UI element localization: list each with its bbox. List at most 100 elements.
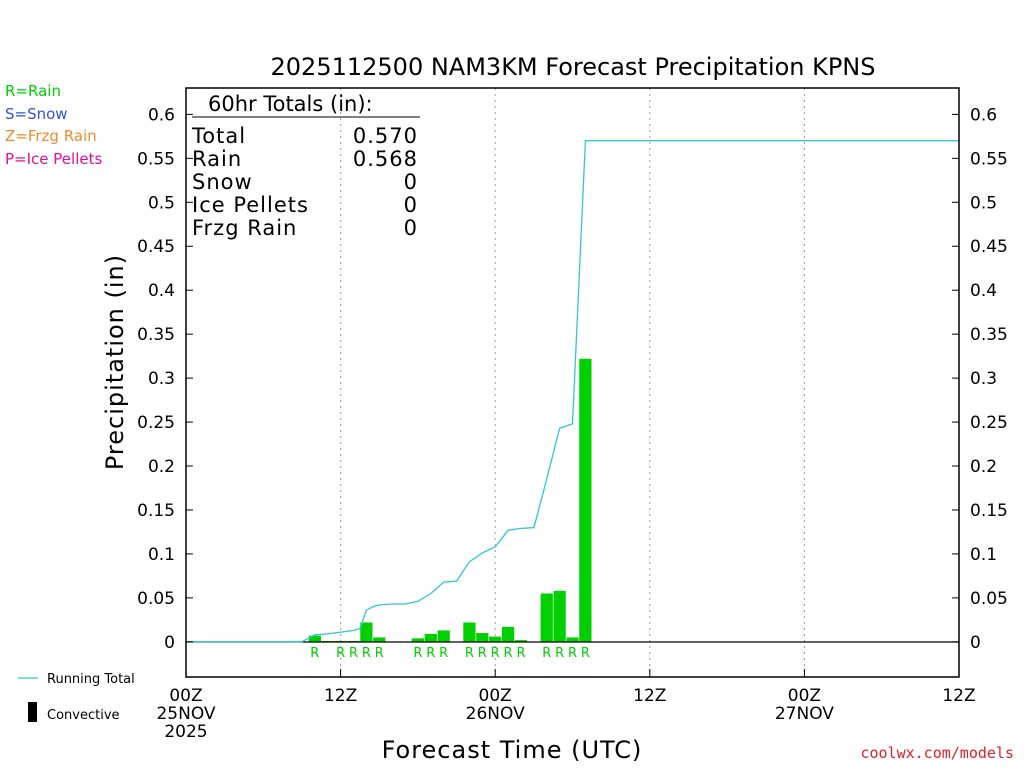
ptype-mark-rain: R (478, 646, 487, 661)
legend-ice-pellets: P=Ice Pellets (5, 150, 103, 168)
xtick-label: 26NOV (466, 704, 525, 724)
xtick-label: 00Z (479, 686, 512, 706)
totals-row-label: Ice Pellets (192, 193, 309, 217)
ytick-right-label: 0.3 (970, 369, 997, 389)
xtick-label: 00Z (788, 686, 821, 706)
totals-row-value: 0 (404, 193, 418, 217)
ytick-left-label: 0.4 (148, 281, 175, 301)
ptype-mark-rain: R (542, 646, 551, 661)
y-axis-label: Precipitation (in) (101, 254, 129, 470)
precip-bar (437, 630, 450, 642)
precip-bar (476, 633, 489, 642)
gridlines (340, 88, 805, 677)
ptype-mark-rain: R (375, 646, 384, 661)
ptype-mark-rain: R (516, 646, 525, 661)
ytick-right-label: 0.35 (970, 325, 1008, 345)
totals-header: 60hr Totals (in): (208, 92, 373, 116)
totals-row-value: 0.568 (353, 147, 418, 171)
ytick-left-label: 0.55 (137, 149, 175, 169)
xtick-label: 2025 (164, 722, 207, 742)
legend-convective-swatch (28, 702, 37, 722)
xtick-label: 12Z (633, 686, 666, 706)
ptype-mark-rain: R (310, 646, 319, 661)
precip-bar (579, 358, 592, 642)
ytick-right-label: 0.25 (970, 413, 1008, 433)
legend-running-total-label: Running Total (47, 672, 135, 687)
x-axis-label: Forecast Time (UTC) (382, 736, 643, 764)
precip-bar (501, 626, 515, 642)
xtick-label: 12Z (942, 686, 975, 706)
ytick-left-label: 0.2 (148, 457, 175, 477)
totals-row-label: Total (191, 124, 246, 148)
ytick-right-label: 0.6 (970, 105, 997, 125)
ptype-mark-rain: R (581, 646, 590, 661)
ytick-left-label: 0.6 (148, 105, 175, 125)
ytick-right-label: 0 (970, 633, 981, 653)
watermark: coolwx.com/models (860, 744, 1014, 762)
legend-convective-label: Convective (47, 708, 120, 723)
precip-bar (424, 633, 437, 642)
ytick-left-label: 0.35 (137, 325, 175, 345)
precip-bar (321, 640, 334, 642)
ptype-mark-rain: R (349, 646, 358, 661)
ytick-right-label: 0.5 (970, 193, 997, 213)
ptype-mark-rain: R (413, 646, 422, 661)
ptype-mark-rain: R (465, 646, 474, 661)
ptype-mark-rain: R (426, 646, 435, 661)
ptype-mark-rain: R (504, 646, 513, 661)
ytick-left-label: 0.05 (137, 589, 175, 609)
precip-bar (489, 636, 502, 642)
ptype-mark-rain: R (362, 646, 371, 661)
ptype-mark-rain: R (555, 646, 564, 661)
ytick-right-label: 0.4 (970, 281, 997, 301)
ytick-right-label: 0.05 (970, 589, 1008, 609)
precip-bar (553, 590, 566, 642)
xtick-label: 00Z (169, 686, 202, 706)
ytick-left-label: 0.15 (137, 501, 175, 521)
precip-bar (514, 640, 528, 642)
totals-row-label: Rain (192, 147, 242, 171)
ytick-left-label: 0.1 (148, 545, 175, 565)
ptype-mark-rain: R (439, 646, 448, 661)
bar-series (308, 358, 592, 642)
precip-bar (540, 593, 553, 642)
precip-bar (334, 640, 347, 642)
chart-title: 2025112500 NAM3KM Forecast Precipitation… (271, 53, 876, 81)
ytick-left-label: 0.5 (148, 193, 175, 213)
totals-row-value: 0.570 (353, 124, 418, 148)
ytick-right-label: 0.45 (970, 237, 1008, 257)
xtick-label: 27NOV (775, 704, 834, 724)
totals-row-label: Snow (192, 170, 253, 194)
ytick-left-label: 0.3 (148, 369, 175, 389)
ytick-left-label: 0 (164, 633, 175, 653)
precip-bar (566, 637, 579, 642)
ptype-mark-rain: R (491, 646, 500, 661)
xtick-label: 12Z (324, 686, 357, 706)
totals-box: 60hr Totals (in): Total 0.570 Rain 0.568 Sno… (191, 92, 420, 240)
ytick-left-label: 0.45 (137, 237, 175, 257)
ytick-right-label: 0.2 (970, 457, 997, 477)
legend-rain: R=Rain (5, 82, 61, 100)
precip-bar (347, 640, 360, 642)
ytick-right-label: 0.15 (970, 501, 1008, 521)
precip-bar (463, 622, 476, 642)
running-total-line (186, 140, 959, 643)
totals-row-value: 0 (404, 170, 418, 194)
legend-snow: S=Snow (5, 105, 68, 123)
precip-bar (411, 638, 425, 642)
y-axis-right: 0 0.05 0.1 0.15 0.2 0.25 0.3 0.35 0.4 0.45 0.5 0.55… (952, 105, 1008, 653)
ytick-left-label: 0.25 (137, 413, 175, 433)
y-axis-left: 0 0.05 0.1 0.15 0.2 0.25 0.3 0.35 0.4 0.45 0.5 0.55… (137, 105, 193, 653)
legend-frzg-rain: Z=Frzg Rain (5, 127, 97, 145)
xtick-label: 25NOV (156, 704, 215, 724)
totals-row-value: 0 (404, 216, 418, 240)
ptype-mark-rain: R (336, 646, 345, 661)
plot-frame (185, 87, 960, 678)
ytick-right-label: 0.55 (970, 149, 1008, 169)
ytick-right-label: 0.1 (970, 545, 997, 565)
totals-row-label: Frzg Rain (192, 216, 297, 240)
ptype-mark-rain: R (568, 646, 577, 661)
